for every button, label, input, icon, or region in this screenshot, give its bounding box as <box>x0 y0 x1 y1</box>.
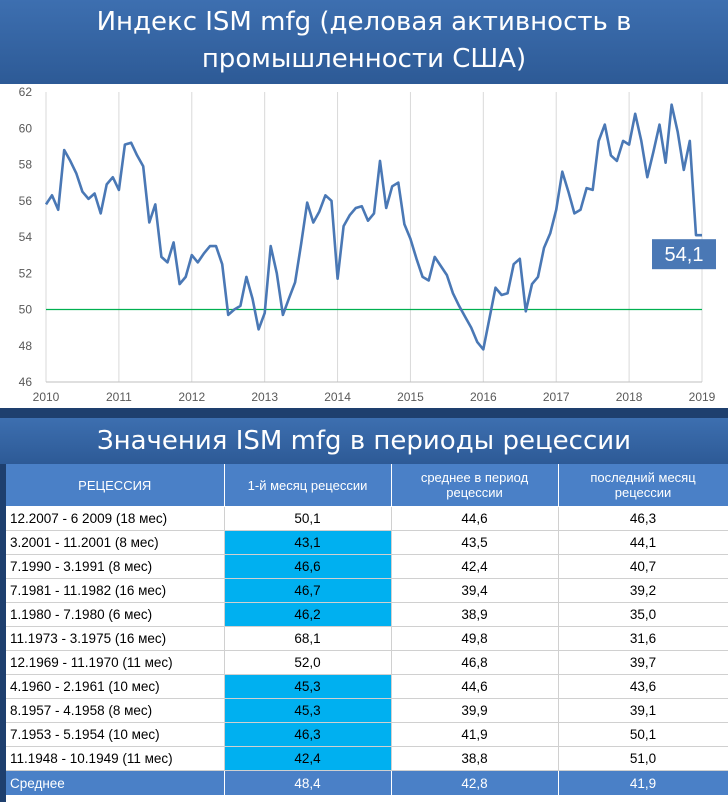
y-tick-label: 58 <box>19 158 33 172</box>
table-title: Значения ISM mfg в периоды рецессии <box>0 418 728 464</box>
table-row: 3.2001 - 11.2001 (8 мес) 43,1 43,5 44,1 <box>6 530 728 555</box>
cell-last-month: 50,1 <box>558 722 728 747</box>
cell-first-month: 46,2 <box>224 602 392 627</box>
table-row: 7.1981 - 11.1982 (16 мес) 46,7 39,4 39,2 <box>6 578 728 603</box>
header-average: среднее в период рецессии <box>391 464 559 507</box>
cell-average: 38,8 <box>391 746 559 771</box>
table-footer-row: Среднее 48,4 42,8 41,9 <box>6 770 728 795</box>
cell-period: 7.1981 - 11.1982 (16 мес) <box>6 578 225 603</box>
cell-last-month: 46,3 <box>558 506 728 531</box>
y-tick-label: 50 <box>19 303 33 317</box>
table-row: 4.1960 - 2.1961 (10 мес) 45,3 44,6 43,6 <box>6 674 728 699</box>
table-row: 11.1948 - 10.1949 (11 мес) 42,4 38,8 51,0 <box>6 746 728 771</box>
cell-period: 11.1948 - 10.1949 (11 мес) <box>6 746 225 771</box>
cell-last-month: 39,7 <box>558 650 728 675</box>
cell-period: 1.1980 - 7.1980 (6 мес) <box>6 602 225 627</box>
y-tick-label: 62 <box>19 85 33 99</box>
y-tick-label: 52 <box>19 266 33 280</box>
chart-title-line-2: промышленности США) <box>201 44 527 74</box>
y-tick-label: 48 <box>19 339 33 353</box>
recession-table: РЕЦЕССИЯ 1-й месяц рецессии среднее в пе… <box>6 464 728 802</box>
footer-first-month: 48,4 <box>224 770 392 795</box>
cell-first-month: 50,1 <box>224 506 392 531</box>
chart-svg: 46 48 50 52 54 56 58 60 62 2010 2011 2012 2013 2014 20… <box>19 85 716 404</box>
callout-box <box>652 239 716 270</box>
x-tick-label: 2016 <box>470 390 497 404</box>
footer-average: 42,8 <box>391 770 559 795</box>
table-header-row: РЕЦЕССИЯ 1-й месяц рецессии среднее в пе… <box>6 464 728 507</box>
x-tick-label: 2018 <box>616 390 643 404</box>
cell-average: 38,9 <box>391 602 559 627</box>
chart-title-line-1: Индекс ISM mfg (деловая активность в <box>96 7 632 37</box>
cell-average: 49,8 <box>391 626 559 651</box>
table-row: 7.1953 - 5.1954 (10 мес) 46,3 41,9 50,1 <box>6 722 728 747</box>
x-tick-label: 2014 <box>324 390 351 404</box>
y-tick-label: 56 <box>19 194 33 208</box>
cell-last-month: 51,0 <box>558 746 728 771</box>
cell-period: 12.1969 - 11.1970 (11 мес) <box>6 650 225 675</box>
line-chart: 46 48 50 52 54 56 58 60 62 2010 2011 2012 2013 2014 20… <box>0 84 728 408</box>
cell-average: 41,9 <box>391 722 559 747</box>
table-row: 12.2007 - 6 2009 (18 мес) 50,1 44,6 46,3 <box>6 506 728 531</box>
cell-last-month: 39,2 <box>558 578 728 603</box>
cell-period: 8.1957 - 4.1958 (8 мес) <box>6 698 225 723</box>
cell-last-month: 39,1 <box>558 698 728 723</box>
cell-last-month: 44,1 <box>558 530 728 555</box>
cell-period: 11.1973 - 3.1975 (16 мес) <box>6 626 225 651</box>
cell-last-month: 43,6 <box>558 674 728 699</box>
cell-average: 43,5 <box>391 530 559 555</box>
table-row: 12.1969 - 11.1970 (11 мес) 52,0 46,8 39,7 <box>6 650 728 675</box>
y-tick-label: 46 <box>19 375 33 389</box>
table-row: 11.1973 - 3.1975 (16 мес) 68,1 49,8 31,6 <box>6 626 728 651</box>
cell-first-month: 42,4 <box>224 746 392 771</box>
header-last-month: последний месяц рецессии <box>558 464 728 507</box>
table-row: 8.1957 - 4.1958 (8 мес) 45,3 39,9 39,1 <box>6 698 728 723</box>
x-tick-label: 2013 <box>251 390 278 404</box>
cell-first-month: 43,1 <box>224 530 392 555</box>
cell-last-month: 35,0 <box>558 602 728 627</box>
cell-first-month: 45,3 <box>224 698 392 723</box>
header-first-month: 1-й месяц рецессии <box>224 464 392 507</box>
series-line <box>44 103 702 351</box>
cell-average: 42,4 <box>391 554 559 579</box>
cell-first-month: 68,1 <box>224 626 392 651</box>
cell-last-month: 31,6 <box>558 626 728 651</box>
table-row: 7.1990 - 3.1991 (8 мес) 46,6 42,4 40,7 <box>6 554 728 579</box>
cell-period: 4.1960 - 2.1961 (10 мес) <box>6 674 225 699</box>
cell-period: 12.2007 - 6 2009 (18 мес) <box>6 506 225 531</box>
cell-average: 44,6 <box>391 674 559 699</box>
x-tick-label: 2017 <box>543 390 570 404</box>
cell-first-month: 46,7 <box>224 578 392 603</box>
cell-average: 44,6 <box>391 506 559 531</box>
footer-label: Среднее <box>6 770 225 795</box>
cell-first-month: 46,6 <box>224 554 392 579</box>
cell-first-month: 45,3 <box>224 674 392 699</box>
cell-period: 3.2001 - 11.2001 (8 мес) <box>6 530 225 555</box>
footer-last-month: 41,9 <box>558 770 728 795</box>
y-tick-label: 54 <box>19 230 33 244</box>
x-tick-label: 2019 <box>689 390 716 404</box>
cell-average: 46,8 <box>391 650 559 675</box>
cell-period: 7.1990 - 3.1991 (8 мес) <box>6 554 225 579</box>
cell-first-month: 52,0 <box>224 650 392 675</box>
table-row: 1.1980 - 7.1980 (6 мес) 46,2 38,9 35,0 <box>6 602 728 627</box>
cell-period: 7.1953 - 5.1954 (10 мес) <box>6 722 225 747</box>
x-tick-label: 2011 <box>106 390 132 404</box>
x-tick-label: 2012 <box>178 390 205 404</box>
cell-average: 39,4 <box>391 578 559 603</box>
y-tick-label: 60 <box>19 121 33 135</box>
chart-title: Индекс ISM mfg (деловая активность в про… <box>0 0 728 84</box>
cell-average: 39,9 <box>391 698 559 723</box>
x-tick-label: 2010 <box>33 390 60 404</box>
cell-first-month: 46,3 <box>224 722 392 747</box>
x-tick-label: 2015 <box>397 390 424 404</box>
callout-label: 54,1 <box>665 244 704 266</box>
cell-last-month: 40,7 <box>558 554 728 579</box>
header-recession: РЕЦЕССИЯ <box>6 464 225 507</box>
